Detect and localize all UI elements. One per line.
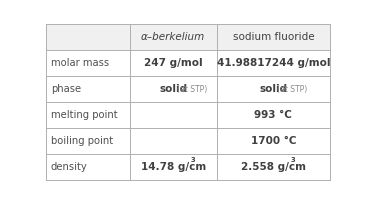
Text: 993 °C: 993 °C — [254, 110, 292, 120]
Bar — [46, 24, 330, 50]
Text: melting point: melting point — [51, 110, 117, 120]
Text: 1700 °C: 1700 °C — [251, 136, 296, 146]
Text: α–berkelium: α–berkelium — [141, 32, 205, 42]
Text: density: density — [51, 162, 88, 172]
Text: sodium fluoride: sodium fluoride — [233, 32, 314, 42]
Text: 2.558 g/cm: 2.558 g/cm — [241, 162, 306, 172]
Text: (at STP): (at STP) — [177, 85, 207, 94]
Text: solid: solid — [159, 84, 187, 94]
Text: 247 g/mol: 247 g/mol — [144, 58, 203, 68]
Text: 3: 3 — [190, 157, 195, 163]
Text: molar mass: molar mass — [51, 58, 109, 68]
Text: (at STP): (at STP) — [277, 85, 307, 94]
Text: solid: solid — [259, 84, 287, 94]
Text: phase: phase — [51, 84, 81, 94]
Text: 3: 3 — [291, 157, 295, 163]
Text: 14.78 g/cm: 14.78 g/cm — [141, 162, 206, 172]
Text: boiling point: boiling point — [51, 136, 113, 146]
Text: 41.98817244 g/mol: 41.98817244 g/mol — [217, 58, 330, 68]
